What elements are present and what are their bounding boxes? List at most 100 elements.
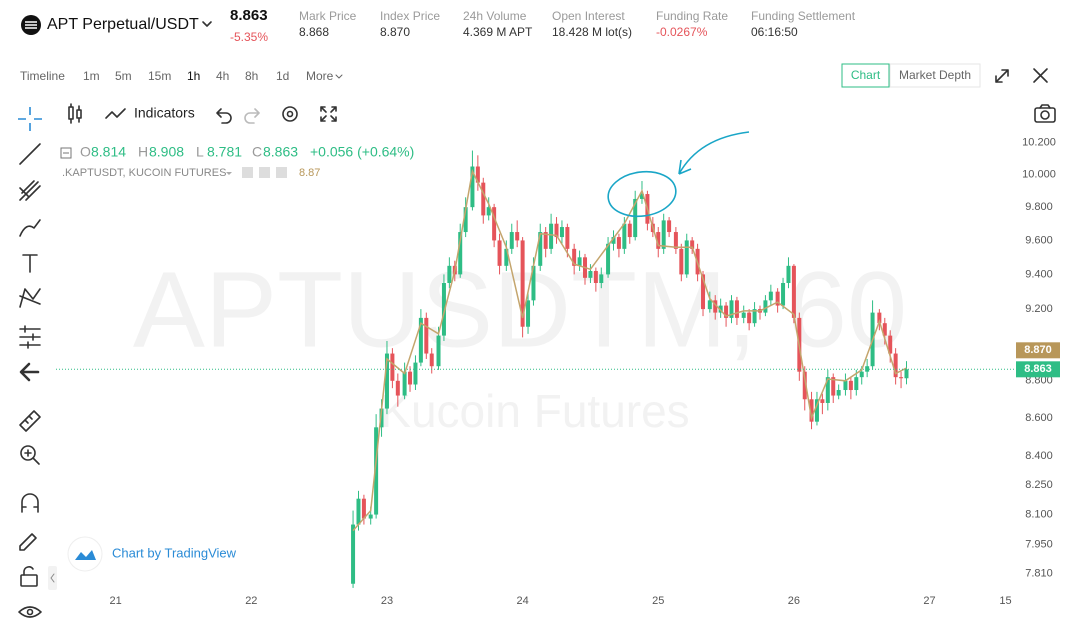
x-tick-label: 27 — [923, 595, 935, 607]
y-tick-label: 8.800 — [1025, 375, 1053, 387]
candle-body — [775, 291, 780, 306]
undo[interactable] — [216, 108, 232, 124]
candle-body — [492, 207, 497, 241]
candle-body — [554, 223, 559, 238]
eye-tool[interactable] — [18, 606, 42, 618]
candle-body — [741, 312, 746, 318]
candle-body — [843, 380, 848, 391]
interval[interactable]: 1h — [187, 69, 200, 83]
candle-type[interactable] — [68, 103, 82, 124]
candle-body — [752, 309, 757, 324]
view-tab-box[interactable] — [889, 63, 981, 88]
candle-body — [486, 207, 491, 216]
x-tick-label: 26 — [788, 595, 800, 607]
expand-icon[interactable] — [995, 69, 1009, 83]
legend-key: L — [196, 144, 204, 160]
symbol-caret[interactable] — [202, 21, 212, 27]
indicators-button[interactable]: Indicators — [134, 105, 195, 121]
candle-body — [904, 369, 909, 379]
candle-body — [611, 237, 616, 244]
stat-value: -0.0267% — [656, 25, 708, 39]
branding[interactable]: Chart by TradingView — [112, 545, 237, 560]
zoom-tool[interactable] — [20, 445, 36, 461]
ruler-tool[interactable] — [19, 410, 41, 432]
fullscreen[interactable] — [320, 106, 337, 122]
view-tab[interactable]: Chart — [851, 68, 881, 82]
trend-line-tool[interactable] — [19, 143, 41, 165]
candle-body — [481, 182, 486, 216]
indicators-icon[interactable] — [105, 108, 126, 119]
brush-tool[interactable] — [19, 219, 41, 237]
back-tool[interactable] — [19, 362, 40, 382]
symbol[interactable]: APT Perpetual/USDT — [47, 16, 199, 33]
drawing-tools — [18, 143, 42, 618]
legend-key: H — [138, 144, 148, 160]
candle-body — [588, 270, 593, 278]
more-caret[interactable] — [335, 74, 343, 79]
snapshot[interactable] — [1034, 104, 1056, 123]
candle-body — [565, 227, 570, 249]
collapse-tab[interactable] — [48, 566, 57, 590]
tv-logo[interactable] — [67, 536, 103, 572]
fib-tool[interactable] — [19, 180, 41, 201]
interval[interactable]: More — [306, 69, 334, 83]
candle-body — [786, 265, 791, 284]
price-badge — [1016, 342, 1060, 359]
pattern-tool[interactable] — [19, 288, 41, 308]
overlay-settings[interactable] — [259, 167, 270, 178]
candle-body — [747, 312, 752, 324]
price-badge-label: 8.863 — [1024, 363, 1052, 375]
candle-body — [413, 362, 418, 385]
candle-body — [395, 380, 400, 396]
candle-body — [877, 312, 882, 324]
annotation-arrow — [678, 131, 750, 175]
candle-body — [520, 240, 525, 327]
redo[interactable] — [244, 108, 260, 124]
view-tab-box[interactable] — [841, 63, 890, 88]
candle-body — [639, 194, 644, 199]
legend-collapse[interactable] — [60, 147, 72, 159]
magnet-tool[interactable] — [21, 493, 39, 513]
settings[interactable] — [282, 106, 298, 122]
watermark-exchange: Kucoin Futures — [380, 385, 689, 437]
measure-tool[interactable] — [19, 325, 41, 349]
overlay-caret[interactable] — [226, 172, 232, 175]
interval[interactable]: Timeline — [20, 69, 65, 83]
interval[interactable]: 8h — [245, 69, 258, 83]
text-tool[interactable] — [22, 254, 38, 273]
interval[interactable]: 5m — [115, 69, 132, 83]
view-tab[interactable]: Market Depth — [899, 68, 971, 82]
lock-drawings[interactable] — [19, 533, 37, 551]
candle-body — [661, 220, 666, 249]
price-badge-label: 8.870 — [1024, 344, 1052, 356]
candle-body — [402, 371, 407, 396]
overlay-visibility[interactable] — [242, 167, 253, 178]
candle-body — [351, 524, 356, 584]
candle-body — [379, 408, 384, 428]
chart: APTUSDTM, 60 Kucoin Futures 10.20010.000… — [56, 137, 1060, 607]
candle-body — [622, 223, 627, 249]
interval[interactable]: 1d — [276, 69, 289, 83]
stat-label: 24h Volume — [463, 9, 527, 23]
candle-body — [374, 427, 379, 515]
close-icon[interactable] — [1033, 68, 1048, 83]
candle-body — [616, 237, 621, 249]
overlay-line — [352, 168, 907, 532]
candle-body — [408, 371, 413, 385]
stat-label: Index Price — [380, 9, 440, 23]
y-tick-label: 8.100 — [1025, 508, 1053, 520]
crosshair-tool[interactable] — [18, 107, 42, 131]
candle-body — [673, 232, 678, 249]
overlay-remove[interactable] — [276, 167, 287, 178]
interval[interactable]: 4h — [216, 69, 229, 83]
candle-body — [497, 240, 502, 266]
legend-value: 8.781 — [207, 144, 242, 160]
candle-body — [781, 283, 786, 306]
candle-body — [859, 371, 864, 378]
candle-body — [831, 377, 836, 396]
interval[interactable]: 1m — [83, 69, 100, 83]
lock-tool[interactable] — [20, 574, 38, 587]
candle-body — [865, 366, 870, 372]
interval[interactable]: 15m — [148, 69, 171, 83]
